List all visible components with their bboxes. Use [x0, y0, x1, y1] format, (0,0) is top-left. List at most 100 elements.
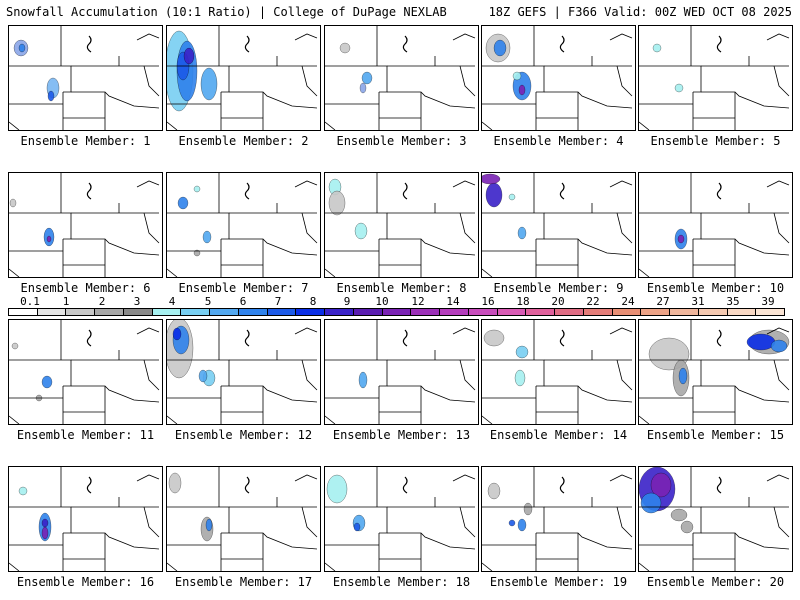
colorbar-label: 16 [481, 295, 495, 308]
panel-label: Ensemble Member: 4 [493, 134, 624, 148]
map-basemap [167, 320, 318, 424]
snowfall-area [18, 43, 26, 53]
snowfall-area [41, 526, 49, 540]
colorbar-label: 39 [761, 295, 775, 308]
ensemble-map-6 [8, 172, 163, 278]
colorbar-label: 14 [446, 295, 460, 308]
colorbar-cell [295, 308, 326, 316]
snowfall-area [183, 47, 195, 65]
snowfall-area [193, 249, 201, 257]
panel-label: Ensemble Member: 13 [332, 428, 471, 442]
snowfall-area [487, 482, 501, 500]
panel-label: Ensemble Member: 6 [20, 281, 151, 295]
colorbar-label: 5 [204, 295, 212, 308]
colorbar-label: 2 [98, 295, 106, 308]
run-info: 18Z GEFS | F366 Valid: 00Z WED OCT 08 20… [488, 5, 792, 19]
ensemble-map-9 [481, 172, 636, 278]
ensemble-map-1 [8, 25, 163, 131]
snowfall-area [652, 43, 662, 53]
colorbar-label: 4 [168, 295, 176, 308]
panel-label: Ensemble Member: 7 [178, 281, 309, 295]
map-basemap [167, 173, 318, 277]
snowfall-area [514, 369, 526, 387]
map-basemap [9, 173, 160, 277]
colorbar-cell [151, 308, 182, 316]
snowfall-area [202, 230, 212, 244]
colorbar-cell [237, 308, 268, 316]
colorbar-label: 10 [375, 295, 389, 308]
ensemble-map-12 [166, 319, 321, 425]
colorbar-cell [8, 308, 38, 316]
ensemble-map-2 [166, 25, 321, 131]
map-basemap [639, 467, 790, 571]
map-basemap [325, 320, 476, 424]
panel-label: Ensemble Member: 18 [332, 575, 471, 589]
colorbar-label: 7 [274, 295, 282, 308]
snowfall-area [200, 67, 218, 101]
ensemble-map-10 [638, 172, 793, 278]
ensemble-map-18 [324, 466, 479, 572]
ensemble-map-8 [324, 172, 479, 278]
ensemble-map-15 [638, 319, 793, 425]
snowfall-area [46, 235, 52, 243]
colorbar-label: 27 [656, 295, 670, 308]
colorbar-cell [582, 308, 613, 316]
ensemble-map-20 [638, 466, 793, 572]
ensemble-map-17 [166, 466, 321, 572]
snowfall-area [339, 42, 351, 54]
colorbar-cell [554, 308, 584, 316]
snowfall-area [515, 345, 529, 359]
map-basemap [639, 320, 790, 424]
ensemble-map-13 [324, 319, 479, 425]
panel-label: Ensemble Member: 3 [336, 134, 467, 148]
snowfall-area [168, 472, 182, 494]
snowfall-colorbar [8, 308, 785, 317]
map-basemap [325, 173, 476, 277]
snowfall-area [9, 198, 17, 208]
ensemble-map-4 [481, 25, 636, 131]
colorbar-cell [697, 308, 728, 316]
snowfall-area [523, 502, 533, 516]
colorbar-cell [94, 308, 124, 316]
colorbar-cell [266, 308, 297, 316]
snowfall-area [11, 342, 19, 350]
snowfall-area [670, 508, 688, 522]
panel-label: Ensemble Member: 12 [174, 428, 313, 442]
panel-label: Ensemble Member: 2 [178, 134, 309, 148]
snowfall-area [517, 226, 527, 240]
colorbar-cell [755, 308, 785, 316]
colorbar-cell [611, 308, 642, 316]
panel-label: Ensemble Member: 9 [493, 281, 624, 295]
snowfall-area [205, 518, 213, 532]
colorbar-cell [180, 308, 211, 316]
map-basemap [639, 26, 790, 130]
panel-label: Ensemble Member: 16 [16, 575, 155, 589]
panel-label: Ensemble Member: 11 [16, 428, 155, 442]
panel-label: Ensemble Member: 5 [650, 134, 781, 148]
colorbar-cell [352, 308, 383, 316]
map-basemap [482, 467, 633, 571]
colorbar-cell [496, 308, 527, 316]
colorbar-label: 6 [239, 295, 247, 308]
colorbar-cell [410, 308, 441, 316]
colorbar-cell [122, 308, 153, 316]
colorbar-cell [467, 308, 498, 316]
map-basemap [9, 320, 160, 424]
snowfall-area [193, 185, 201, 193]
colorbar-cell [65, 308, 96, 316]
snowfall-area [677, 234, 685, 244]
snowfall-area [361, 71, 373, 85]
colorbar-cell [324, 308, 354, 316]
map-basemap [325, 467, 476, 571]
ensemble-map-3 [324, 25, 479, 131]
snowfall-area [678, 367, 688, 385]
snowfall-area [177, 196, 189, 210]
colorbar-label: 22 [586, 295, 600, 308]
map-basemap [167, 26, 318, 130]
panel-label: Ensemble Member: 19 [489, 575, 628, 589]
colorbar-label: 31 [691, 295, 705, 308]
colorbar-label: 12 [411, 295, 425, 308]
colorbar-cell [640, 308, 671, 316]
map-basemap [9, 467, 160, 571]
snowfall-area [198, 369, 208, 383]
